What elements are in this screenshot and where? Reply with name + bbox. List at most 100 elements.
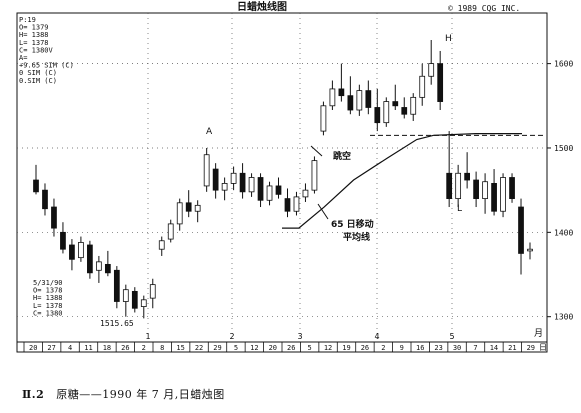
candle-body-34 — [338, 88, 345, 97]
candle-53 — [509, 173, 515, 203]
y-axis: 1300 1400 1500 1600 — [547, 60, 573, 322]
candle-43 — [419, 63, 426, 106]
date-label-19: 2 — [381, 344, 385, 352]
chart-title: 日蜡烛线图 — [237, 0, 287, 13]
date-label-4: 18 — [103, 344, 111, 352]
date-label-10: 29 — [213, 344, 221, 352]
date-label-7: 8 — [160, 344, 164, 352]
candle-body-43 — [419, 75, 426, 98]
date-label-5: 26 — [121, 344, 129, 352]
candle-14 — [158, 236, 165, 256]
candle-38 — [374, 88, 381, 132]
date-label-26: 21 — [508, 344, 516, 352]
candle-body-53 — [509, 177, 515, 199]
candle-body-44 — [428, 63, 435, 77]
date-label-2: 4 — [68, 344, 72, 352]
candle-body-41 — [401, 107, 408, 115]
y-tick-label-1: 1400 — [554, 228, 573, 237]
candle-body-55 — [527, 248, 533, 252]
date-label-9: 22 — [195, 344, 203, 352]
candle-24 — [248, 173, 255, 197]
candle-body-40 — [392, 101, 399, 107]
candle-body-49 — [473, 179, 479, 199]
candle-19 — [203, 147, 210, 192]
candle-52 — [500, 173, 506, 218]
info-top-7: 0 SIM (C) — [19, 69, 57, 77]
candle-28 — [284, 188, 291, 218]
copyright-label: © 1989 CQG INC. — [448, 4, 520, 13]
date-label-21: 16 — [416, 344, 424, 352]
candle-9 — [113, 266, 120, 309]
date-label-6: 2 — [142, 344, 146, 352]
candle-body-1 — [42, 189, 48, 210]
candle-35 — [347, 76, 354, 115]
candle-body-2 — [51, 206, 57, 229]
info-bottom-2: H= 1388 — [33, 294, 63, 302]
gap-arrow — [310, 145, 323, 157]
candle-26 — [266, 181, 273, 206]
info-bottom-3: L= 1378 — [33, 302, 63, 310]
candle-48 — [464, 152, 470, 189]
candle-17 — [185, 190, 192, 218]
candle-body-37 — [365, 90, 372, 108]
candle-47 — [455, 164, 462, 208]
info-top-8: 0.SIM (C) — [19, 77, 57, 85]
info-top-4: C= 1380V — [19, 46, 54, 54]
date-label-22: 23 — [434, 344, 442, 352]
candle-30 — [302, 183, 309, 202]
info-top-3: L= 1378 — [19, 39, 49, 47]
gap-annotation: 跳空 — [333, 150, 351, 162]
candle-27 — [275, 177, 282, 199]
month-label-3: 4 — [374, 332, 379, 341]
info-top-6: +9.65 SIM (C) — [19, 62, 74, 70]
candle-body-36 — [356, 90, 363, 111]
candle-11 — [131, 287, 138, 313]
candle-body-38 — [374, 107, 381, 124]
candle-36 — [356, 84, 363, 116]
date-label-24: 7 — [473, 344, 477, 352]
figure-caption: Ⅱ.2 原糖——1990 年 7 月,日蜡烛图 — [22, 386, 225, 402]
moving-average-line — [282, 133, 522, 229]
peak-a-label: A — [206, 127, 213, 137]
figure-number: Ⅱ.2 — [22, 388, 45, 401]
candle-body-0 — [33, 179, 39, 193]
x-axis-dates: 20 27 4 11 18 26 2 8 15 22 29 5 12 20 26 5 12 19 26 2 9 16 23 3… — [23, 342, 535, 352]
date-label-23: 30 — [453, 344, 461, 352]
candle-55 — [527, 242, 533, 260]
peak-h-label: H — [445, 34, 452, 44]
candle-body-27 — [275, 185, 282, 195]
day-unit-label: 日 — [539, 343, 547, 352]
candle-46 — [446, 131, 453, 208]
candle-body-12 — [140, 299, 147, 307]
date-label-20: 9 — [400, 344, 404, 352]
date-label-1: 27 — [47, 344, 55, 352]
date-label-13: 20 — [269, 344, 277, 352]
info-bottom-4: C= 1380 — [33, 309, 63, 317]
candle-body-16 — [176, 202, 183, 225]
candle-body-45 — [437, 63, 444, 102]
candle-0 — [33, 164, 39, 195]
candle-42 — [410, 93, 417, 121]
date-label-25: 14 — [490, 344, 498, 352]
candle-body-14 — [158, 240, 165, 250]
candle-7 — [96, 255, 102, 283]
y-tick-label-0: 1300 — [554, 313, 573, 322]
candle-15 — [167, 219, 174, 243]
candle-body-51 — [491, 183, 497, 212]
candle-body-18 — [194, 204, 201, 212]
candle-12 — [140, 295, 147, 319]
candle-1 — [42, 183, 48, 216]
info-bottom-1: O= 1378 — [33, 287, 63, 295]
candle-6 — [87, 240, 93, 279]
date-label-3: 11 — [84, 344, 92, 352]
candle-16 — [176, 198, 183, 231]
candle-body-22 — [230, 172, 237, 184]
candle-body-23 — [239, 172, 246, 193]
candle-body-33 — [329, 88, 336, 107]
info-bottom-0: 5/31/90 — [33, 279, 63, 287]
candle-body-8 — [104, 263, 111, 274]
info-top-0: P:19 — [19, 16, 36, 24]
candle-18 — [194, 200, 201, 223]
info-top-1: O= 1379 — [19, 24, 49, 32]
